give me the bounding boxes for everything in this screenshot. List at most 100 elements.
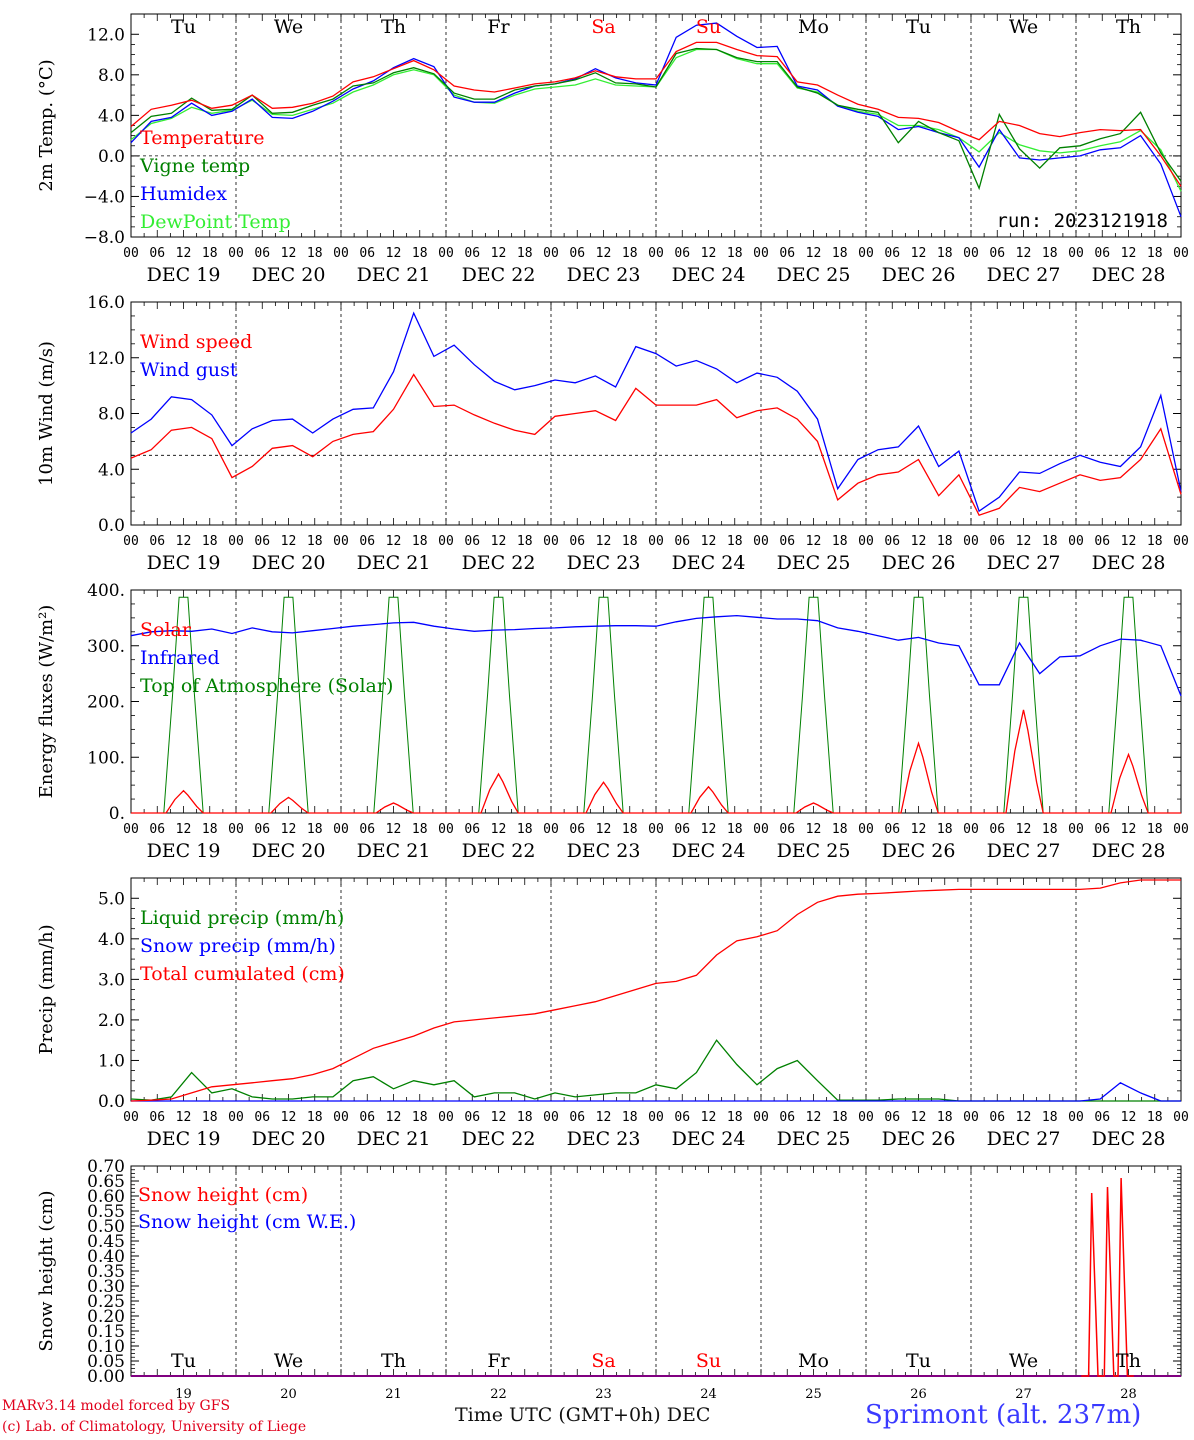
y-tick-label: 0.00 bbox=[87, 1367, 125, 1387]
hour-label: 18 bbox=[307, 822, 323, 837]
legend-snow-height-cm-w-e: Snow height (cm W.E.) bbox=[138, 1211, 356, 1233]
hour-label: 00 bbox=[963, 534, 979, 549]
y-tick-label: 0.15 bbox=[87, 1322, 125, 1342]
date-label: DEC 25 bbox=[777, 264, 851, 286]
hour-label: 06 bbox=[1094, 246, 1110, 261]
weekday-label: Su bbox=[696, 1350, 721, 1372]
date-label: DEC 28 bbox=[1092, 1128, 1166, 1150]
legend-top-of-atmosphere-solar: Top of Atmosphere (Solar) bbox=[140, 675, 393, 697]
legend-wind-gust: Wind gust bbox=[140, 359, 238, 381]
panel-2 bbox=[130, 301, 1182, 526]
hour-label: 00 bbox=[333, 246, 349, 261]
hour-label: 00 bbox=[333, 534, 349, 549]
y-tick-label: 12.0 bbox=[87, 349, 125, 369]
date-label: DEC 22 bbox=[462, 264, 536, 286]
plot-frame bbox=[130, 301, 1182, 526]
hour-label: 06 bbox=[884, 1110, 900, 1125]
day-number-label: 21 bbox=[385, 1387, 402, 1402]
hour-label: 00 bbox=[123, 1110, 139, 1125]
hour-label: 00 bbox=[543, 822, 559, 837]
hour-label: 18 bbox=[202, 534, 218, 549]
date-label: DEC 19 bbox=[147, 264, 221, 286]
date-label: DEC 19 bbox=[147, 1128, 221, 1150]
weekday-label: Sa bbox=[591, 16, 615, 38]
date-label: DEC 23 bbox=[567, 1128, 641, 1150]
hour-label: 00 bbox=[228, 822, 244, 837]
hour-label: 06 bbox=[569, 1110, 585, 1125]
run-annotation: run: 2023121918 bbox=[996, 210, 1168, 232]
y-tick-label: 3.0 bbox=[98, 970, 125, 990]
date-label: DEC 28 bbox=[1092, 264, 1166, 286]
hour-label: 06 bbox=[884, 534, 900, 549]
date-label: DEC 20 bbox=[252, 840, 326, 862]
hour-label: 06 bbox=[149, 822, 165, 837]
hour-label: 06 bbox=[464, 246, 480, 261]
hour-label: 12 bbox=[176, 1110, 192, 1125]
y-tick-label: 8.0 bbox=[98, 405, 125, 425]
date-label: DEC 22 bbox=[462, 552, 536, 574]
credit-line-2: (c) Lab. of Climatology, University of L… bbox=[2, 1419, 307, 1435]
hour-label: 06 bbox=[359, 534, 375, 549]
hour-label: 18 bbox=[832, 1110, 848, 1125]
hour-label: 18 bbox=[832, 822, 848, 837]
weekday-label: Th bbox=[381, 1350, 406, 1372]
hour-label: 18 bbox=[727, 822, 743, 837]
legend-dewpoint-temp: DewPoint Temp bbox=[140, 211, 291, 233]
hour-label: 18 bbox=[832, 246, 848, 261]
y-tick-label: 0.20 bbox=[87, 1307, 125, 1327]
date-label: DEC 26 bbox=[882, 1128, 956, 1150]
hour-label: 06 bbox=[464, 1110, 480, 1125]
hour-label: 00 bbox=[123, 822, 139, 837]
y-tick-label: 0.30 bbox=[87, 1277, 125, 1297]
y-axis-label: Snow height (cm) bbox=[36, 1190, 57, 1351]
hour-label: 18 bbox=[832, 534, 848, 549]
hour-label: 06 bbox=[884, 822, 900, 837]
hour-label: 00 bbox=[1068, 534, 1084, 549]
hour-label: 12 bbox=[701, 534, 717, 549]
hour-label: 06 bbox=[569, 822, 585, 837]
hour-label: 12 bbox=[281, 1110, 297, 1125]
hour-label: 18 bbox=[622, 822, 638, 837]
series-line bbox=[130, 311, 1182, 513]
hour-label: 12 bbox=[1016, 246, 1032, 261]
hour-label: 12 bbox=[911, 534, 927, 549]
y-axis-label: Precip (mm/h) bbox=[36, 924, 57, 1054]
hour-label: 06 bbox=[254, 1110, 270, 1125]
day-number-label: 27 bbox=[1015, 1387, 1032, 1402]
y-tick-label: 8.0 bbox=[98, 66, 125, 86]
hour-label: 06 bbox=[989, 534, 1005, 549]
y-tick-label: 0.25 bbox=[87, 1292, 125, 1312]
x-axis-title: Time UTC (GMT+0h) DEC bbox=[455, 1404, 711, 1426]
date-label: DEC 21 bbox=[357, 840, 431, 862]
hour-label: 06 bbox=[674, 534, 690, 549]
hour-label: 18 bbox=[517, 822, 533, 837]
date-label: DEC 24 bbox=[672, 1128, 746, 1150]
hour-label: 00 bbox=[753, 1110, 769, 1125]
y-tick-label: 0.55 bbox=[87, 1202, 125, 1222]
hour-label: 18 bbox=[1147, 822, 1163, 837]
hour-label: 00 bbox=[543, 534, 559, 549]
credit-line-1: MARv3.14 model forced by GFS bbox=[2, 1398, 231, 1414]
hour-label: 06 bbox=[569, 246, 585, 261]
y-tick-label: 4.0 bbox=[98, 106, 125, 126]
date-label: DEC 24 bbox=[672, 840, 746, 862]
date-label: DEC 23 bbox=[567, 552, 641, 574]
y-tick-label: 0.40 bbox=[87, 1247, 125, 1267]
hour-label: 18 bbox=[307, 246, 323, 261]
hour-label: 18 bbox=[727, 534, 743, 549]
y-tick-label: 1.0 bbox=[98, 1051, 125, 1071]
day-number-label: 22 bbox=[490, 1387, 507, 1402]
date-label: DEC 24 bbox=[672, 552, 746, 574]
hour-label: 00 bbox=[123, 534, 139, 549]
hour-label: 12 bbox=[1121, 822, 1137, 837]
date-label: DEC 25 bbox=[777, 552, 851, 574]
legend-liquid-precip-mm-h: Liquid precip (mm/h) bbox=[140, 907, 344, 929]
y-axis-label: 2m Temp. (°C) bbox=[36, 59, 57, 191]
hour-label: 00 bbox=[648, 246, 664, 261]
hour-label: 00 bbox=[963, 1110, 979, 1125]
date-label: DEC 21 bbox=[357, 1128, 431, 1150]
date-label: DEC 26 bbox=[882, 552, 956, 574]
hour-label: 00 bbox=[438, 246, 454, 261]
hour-label: 12 bbox=[1016, 1110, 1032, 1125]
